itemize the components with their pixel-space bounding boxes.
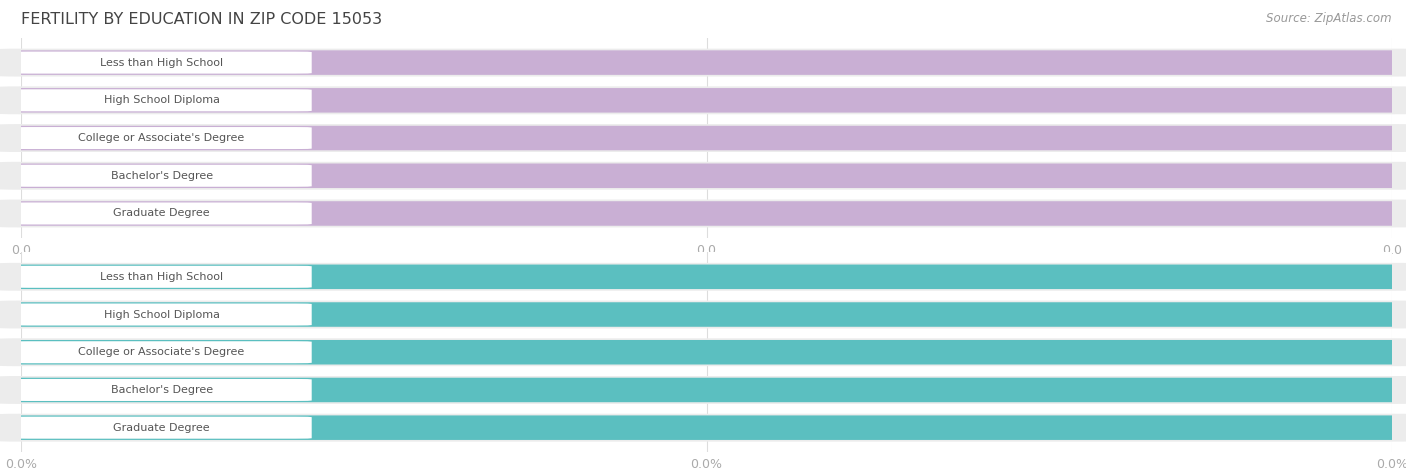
FancyBboxPatch shape [0, 199, 1406, 228]
Text: Bachelor's Degree: Bachelor's Degree [111, 385, 212, 395]
FancyBboxPatch shape [0, 50, 1406, 75]
Text: College or Associate's Degree: College or Associate's Degree [79, 347, 245, 357]
FancyBboxPatch shape [11, 266, 312, 288]
FancyBboxPatch shape [0, 201, 1406, 226]
Text: High School Diploma: High School Diploma [104, 95, 219, 105]
FancyBboxPatch shape [0, 263, 1406, 291]
Text: Less than High School: Less than High School [100, 272, 224, 282]
FancyBboxPatch shape [0, 416, 1406, 440]
Text: Bachelor's Degree: Bachelor's Degree [111, 171, 212, 181]
FancyBboxPatch shape [0, 376, 1406, 404]
Text: FERTILITY BY EDUCATION IN ZIP CODE 15053: FERTILITY BY EDUCATION IN ZIP CODE 15053 [21, 12, 382, 27]
FancyBboxPatch shape [0, 300, 1406, 328]
Text: Less than High School: Less than High School [100, 58, 224, 68]
Text: 0.0: 0.0 [1351, 56, 1371, 69]
FancyBboxPatch shape [0, 302, 1406, 327]
Text: 0.0: 0.0 [1351, 207, 1371, 220]
FancyBboxPatch shape [0, 126, 1406, 150]
Text: 0.0: 0.0 [1351, 131, 1371, 145]
Text: Graduate Degree: Graduate Degree [114, 208, 209, 218]
FancyBboxPatch shape [0, 414, 1406, 442]
Text: High School Diploma: High School Diploma [104, 309, 219, 319]
FancyBboxPatch shape [0, 340, 1406, 365]
Text: College or Associate's Degree: College or Associate's Degree [79, 133, 245, 143]
FancyBboxPatch shape [0, 49, 1406, 77]
FancyBboxPatch shape [11, 89, 312, 111]
Text: 0.0%: 0.0% [1339, 270, 1371, 283]
Text: 0.0%: 0.0% [1339, 384, 1371, 397]
FancyBboxPatch shape [0, 162, 1406, 190]
FancyBboxPatch shape [0, 86, 1406, 114]
FancyBboxPatch shape [0, 163, 1406, 188]
Text: Source: ZipAtlas.com: Source: ZipAtlas.com [1267, 12, 1392, 25]
FancyBboxPatch shape [11, 127, 312, 149]
FancyBboxPatch shape [0, 338, 1406, 366]
Text: 0.0%: 0.0% [1339, 346, 1371, 359]
Text: 0.0: 0.0 [1351, 94, 1371, 107]
Text: 0.0: 0.0 [1351, 169, 1371, 182]
FancyBboxPatch shape [11, 51, 312, 74]
FancyBboxPatch shape [11, 341, 312, 363]
FancyBboxPatch shape [11, 304, 312, 326]
FancyBboxPatch shape [11, 202, 312, 225]
FancyBboxPatch shape [11, 165, 312, 187]
FancyBboxPatch shape [11, 379, 312, 401]
FancyBboxPatch shape [0, 265, 1406, 289]
Text: 0.0%: 0.0% [1339, 421, 1371, 434]
Text: 0.0%: 0.0% [1339, 308, 1371, 321]
Text: Graduate Degree: Graduate Degree [114, 423, 209, 433]
FancyBboxPatch shape [11, 416, 312, 439]
FancyBboxPatch shape [0, 377, 1406, 402]
FancyBboxPatch shape [0, 88, 1406, 113]
FancyBboxPatch shape [0, 124, 1406, 152]
